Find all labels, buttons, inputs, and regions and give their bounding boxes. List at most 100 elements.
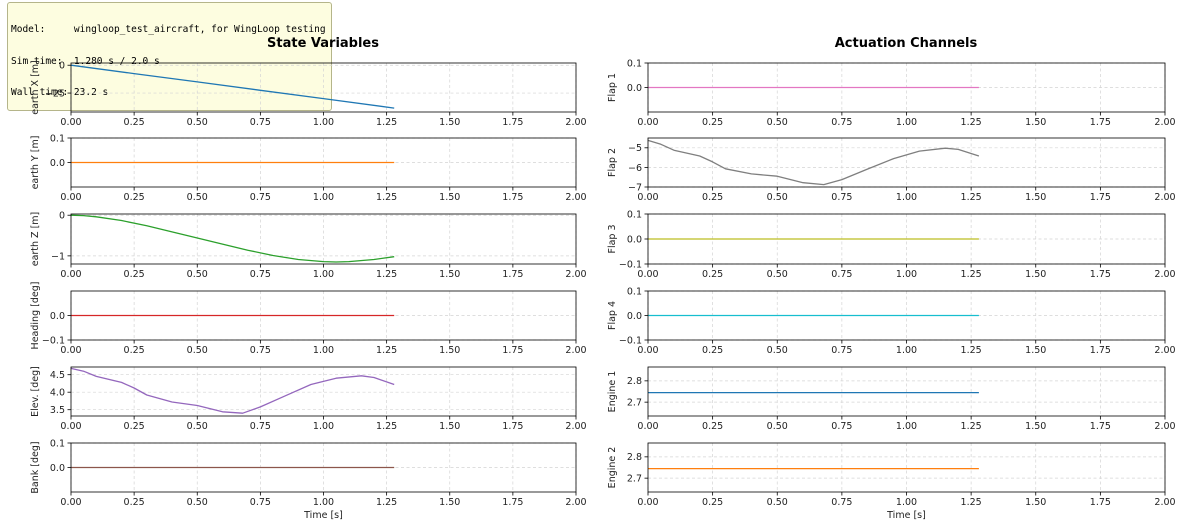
- x-tick-label: 1.50: [439, 345, 460, 356]
- x-tick-label: 0.00: [637, 269, 658, 280]
- x-tick-label: 0.00: [637, 497, 658, 508]
- y-tick-label: −1: [51, 251, 65, 262]
- y-tick-label: 0.1: [627, 58, 642, 69]
- y-tick-label: 0.0: [627, 311, 642, 322]
- y-axis-label: Heading [deg]: [30, 282, 41, 350]
- x-tick-label: 0.75: [831, 192, 852, 203]
- y-axis-label: Bank [deg]: [30, 441, 41, 493]
- y-tick-label: 0: [59, 211, 65, 222]
- x-tick-label: 1.75: [502, 269, 523, 280]
- subplot: 0.00 0.25 0.50 0.75 1.00 1.25 1.50 1.75 2.00 2.8 2…: [607, 442, 1176, 508]
- x-tick-label: 0.75: [831, 345, 852, 356]
- y-tick-label: 0.1: [50, 438, 65, 449]
- y-tick-label: 2.7: [627, 398, 642, 409]
- y-tick-label: −6: [628, 163, 642, 174]
- y-tick-label: 0.1: [50, 133, 65, 144]
- y-axis-label: Flap 2: [607, 148, 618, 177]
- subplot: 0.00 0.25 0.50 0.75 1.00 1.25 1.50 1.75 2.00 −5 −6…: [607, 137, 1176, 203]
- x-tick-label: 2.00: [565, 117, 586, 128]
- x-tick-label: 1.00: [896, 117, 917, 128]
- x-tick-label: 1.75: [1090, 117, 1111, 128]
- x-tick-label: 1.50: [439, 117, 460, 128]
- x-tick-label: 1.00: [896, 269, 917, 280]
- x-tick-label: 1.75: [1090, 192, 1111, 203]
- x-tick-label: 2.00: [1154, 345, 1175, 356]
- x-tick-label: 0.75: [250, 117, 271, 128]
- x-tick-label: 0.25: [702, 192, 723, 203]
- x-tick-label: 0.75: [831, 117, 852, 128]
- x-tick-label: 1.25: [376, 421, 397, 432]
- x-tick-label: 0.50: [767, 421, 788, 432]
- y-axis-label: Elev. [deg]: [30, 366, 41, 417]
- x-tick-label: 0.25: [124, 117, 145, 128]
- x-tick-label: 0.50: [187, 269, 208, 280]
- x-tick-label: 0.75: [250, 345, 271, 356]
- y-axis-label: earth Z [m]: [30, 212, 41, 267]
- x-tick-label: 0.50: [767, 192, 788, 203]
- x-tick-label: 1.75: [1090, 269, 1111, 280]
- x-tick-label: 0.75: [250, 421, 271, 432]
- y-tick-label: −0.1: [619, 259, 642, 270]
- x-tick-label: 0.00: [637, 421, 658, 432]
- y-axis-label: Flap 1: [607, 73, 618, 102]
- x-tick-label: 0.75: [831, 497, 852, 508]
- x-tick-label: 1.25: [961, 117, 982, 128]
- y-tick-label: 4.0: [50, 388, 65, 399]
- y-axis-label: earth X [m]: [30, 60, 41, 115]
- x-tick-label: 1.00: [313, 421, 334, 432]
- x-tick-label: 0.25: [702, 421, 723, 432]
- x-tick-label: 0.50: [187, 345, 208, 356]
- x-tick-label: 1.75: [502, 117, 523, 128]
- subplot: 0.00 0.25 0.50 0.75 1.00 1.25 1.50 1.75 2.00 0 −25…: [30, 60, 587, 128]
- x-tick-label: 0.00: [637, 117, 658, 128]
- y-tick-label: 0.0: [627, 234, 642, 245]
- y-axis-label: Flap 3: [607, 224, 618, 253]
- x-tick-label: 1.25: [961, 497, 982, 508]
- x-tick-label: 0.25: [124, 345, 145, 356]
- x-tick-label: 0.75: [250, 192, 271, 203]
- x-tick-label: 0.00: [60, 117, 81, 128]
- x-tick-label: 0.25: [124, 269, 145, 280]
- x-tick-label: 1.50: [439, 497, 460, 508]
- subplot: 0.00 0.25 0.50 0.75 1.00 1.25 1.50 1.75 2.00 2.8 2…: [607, 366, 1176, 432]
- y-tick-label: −7: [628, 182, 642, 193]
- series-line: [70, 367, 395, 414]
- x-tick-label: 0.00: [60, 345, 81, 356]
- x-tick-label: 1.50: [1025, 117, 1046, 128]
- x-tick-label: 0.25: [702, 497, 723, 508]
- x-tick-label: 0.50: [187, 497, 208, 508]
- x-tick-label: 1.75: [1090, 421, 1111, 432]
- x-tick-label: 0.50: [187, 421, 208, 432]
- x-tick-label: 1.75: [502, 192, 523, 203]
- x-tick-label: 1.75: [1090, 345, 1111, 356]
- model-line: Model: wingloop_test_aircraft, for WingL…: [11, 24, 326, 35]
- x-tick-label: 0.50: [767, 497, 788, 508]
- x-axis-label: Time [s]: [886, 510, 926, 521]
- x-tick-label: 0.00: [637, 345, 658, 356]
- x-tick-label: 1.25: [376, 345, 397, 356]
- y-tick-label: 0.0: [50, 463, 65, 474]
- x-tick-label: 1.25: [376, 192, 397, 203]
- x-tick-label: 1.25: [376, 269, 397, 280]
- y-tick-label: 0.0: [50, 158, 65, 169]
- y-tick-label: 0: [59, 61, 65, 72]
- x-tick-label: 1.75: [502, 345, 523, 356]
- x-tick-label: 1.50: [1025, 192, 1046, 203]
- x-tick-label: 1.00: [896, 497, 917, 508]
- y-tick-label: 0.1: [627, 209, 642, 220]
- x-tick-label: 0.75: [250, 497, 271, 508]
- x-tick-label: 0.00: [60, 192, 81, 203]
- subplot: 0.00 0.25 0.50 0.75 1.00 1.25 1.50 1.75 2.00 0.1 0…: [607, 286, 1176, 356]
- subplot: 0.00 0.25 0.50 0.75 1.00 1.25 1.50 1.75 2.00 4.5 4…: [30, 366, 587, 432]
- x-tick-label: 0.50: [767, 269, 788, 280]
- x-tick-label: 1.50: [439, 192, 460, 203]
- x-tick-label: 1.50: [439, 421, 460, 432]
- x-tick-label: 1.25: [376, 117, 397, 128]
- x-tick-label: 0.00: [60, 421, 81, 432]
- subplot: 0.00 0.25 0.50 0.75 1.00 1.25 1.50 1.75 2.00 0.0 −…: [30, 282, 587, 356]
- x-tick-label: 0.50: [767, 345, 788, 356]
- x-tick-label: 0.75: [831, 421, 852, 432]
- x-tick-label: 1.00: [313, 117, 334, 128]
- x-tick-label: 1.50: [1025, 421, 1046, 432]
- x-tick-label: 0.50: [187, 192, 208, 203]
